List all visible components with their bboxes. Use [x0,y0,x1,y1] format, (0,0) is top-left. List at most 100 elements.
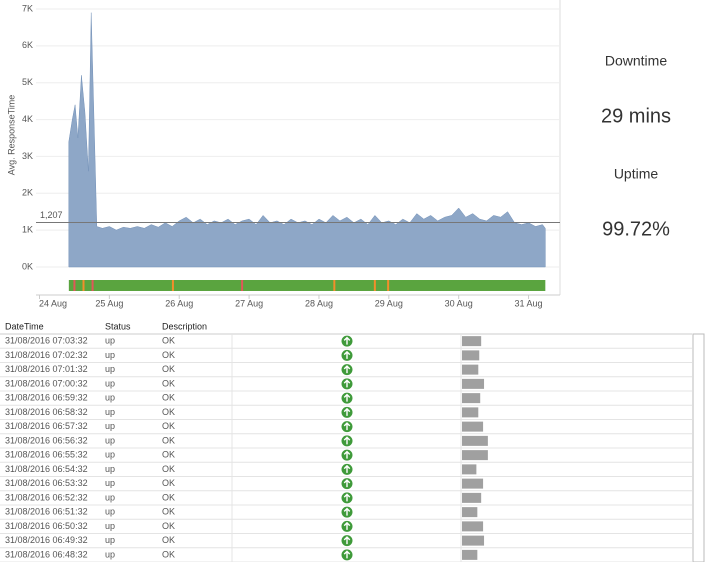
cell: OK [162,350,175,360]
cell: up [105,435,115,445]
cell: OK [162,549,175,559]
response-bar [462,535,485,546]
cell: OK [162,393,175,403]
cell: 31/08/2016 06:49:32 [5,535,88,545]
cell: OK [162,521,175,531]
status-icon [341,549,353,561]
response-bar [462,549,478,560]
column-header: DateTime [5,321,44,331]
icon-arrow [343,507,351,516]
cell: 31/08/2016 06:48:32 [5,549,88,559]
status-event [73,280,76,291]
cell: OK [162,507,175,517]
column-header: Status [105,321,131,331]
cell: 31/08/2016 07:03:32 [5,336,88,346]
icon-arrow [343,550,351,559]
area [68,12,546,268]
cell: up [105,549,115,559]
icon-arrow [343,464,351,473]
x-tick-label: 30 Aug [445,298,473,308]
x-tick-label: 25 Aug [95,298,123,308]
icon-arrow [343,379,351,388]
status-event [91,280,94,291]
response-bar [462,464,477,475]
cell: 31/08/2016 06:54:32 [5,464,88,474]
response-bar [462,492,482,503]
cell: 31/08/2016 06:51:32 [5,507,88,517]
response-bar [462,421,484,432]
cell: OK [162,364,175,374]
cell: up [105,492,115,502]
cell: up [105,393,115,403]
status-event [241,280,244,291]
response-bar [462,407,479,418]
cell: OK [162,435,175,445]
cell: 31/08/2016 06:56:32 [5,435,88,445]
status-event [387,280,390,291]
cell: OK [162,535,175,545]
cell: OK [162,478,175,488]
status-icon [341,435,353,447]
cell: OK [162,464,175,474]
cell: up [105,464,115,474]
kpi-value: 99.72% [602,218,670,240]
response-bar [462,478,484,489]
status-icon [341,406,353,418]
status-event [82,280,85,291]
cell: up [105,535,115,545]
response-bar [462,364,479,375]
response-bar [462,336,482,347]
cell: up [105,364,115,374]
cell: OK [162,336,175,346]
cell: 31/08/2016 07:00:32 [5,378,88,388]
y-tick-label: 4K [22,114,33,124]
scrollbar [692,333,705,562]
icon-arrow [343,365,351,374]
cell: 31/08/2016 07:01:32 [5,364,88,374]
response-bar [462,507,478,518]
y-tick-label: 1K [22,225,33,235]
kpi-label: Downtime [605,53,667,69]
cell: OK [162,492,175,502]
icon-arrow [343,422,351,431]
cell: 31/08/2016 06:50:32 [5,521,88,531]
cell: up [105,421,115,431]
response-bar [462,350,480,361]
y-tick-label: 6K [22,40,33,50]
status-icon [341,506,353,518]
cell: up [105,350,115,360]
response-bar [462,521,484,532]
cell: up [105,336,115,346]
cell: OK [162,450,175,460]
kpi-value: 29 mins [601,105,671,127]
cell: up [105,507,115,517]
x-tick-label: 28 Aug [305,298,333,308]
x-tick-label: 27 Aug [235,298,263,308]
cell: OK [162,421,175,431]
cell: OK [162,407,175,417]
status-icon [341,463,353,475]
status-icon [341,478,353,490]
icon-arrow [343,436,351,445]
response-bar [462,435,488,446]
status-icon [341,378,353,390]
cell: 31/08/2016 07:02:32 [5,350,88,360]
cell: up [105,450,115,460]
icon-arrow [343,493,351,502]
x-tick-label: 24 Aug [39,298,67,308]
cell: 31/08/2016 06:53:32 [5,478,88,488]
cell: 31/08/2016 06:57:32 [5,421,88,431]
cell: up [105,521,115,531]
icon-arrow [343,407,351,416]
cell: 31/08/2016 06:52:32 [5,492,88,502]
status-icon [341,364,353,376]
status-icon [341,535,353,547]
cell: up [105,478,115,488]
status-strip [68,280,546,291]
cell: up [105,378,115,388]
icon-arrow [343,479,351,488]
status-icon [341,349,353,361]
status-icon [341,392,353,404]
